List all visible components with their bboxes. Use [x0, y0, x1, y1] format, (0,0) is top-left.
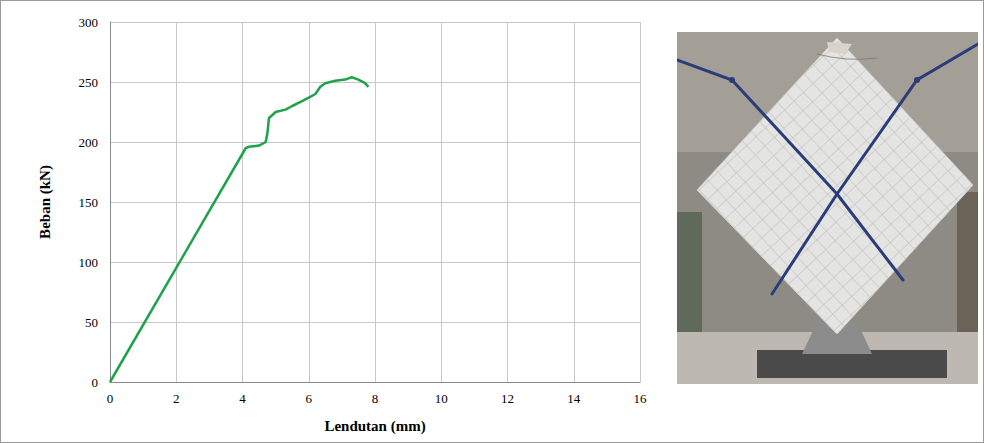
- svg-text:150: 150: [79, 195, 99, 210]
- svg-text:12: 12: [501, 391, 514, 406]
- svg-text:100: 100: [79, 255, 99, 270]
- svg-text:Beban (kN): Beban (kN): [37, 165, 54, 239]
- svg-text:200: 200: [79, 135, 99, 150]
- svg-text:4: 4: [239, 391, 246, 406]
- svg-text:14: 14: [567, 391, 581, 406]
- svg-text:Lendutan (mm): Lendutan (mm): [324, 418, 425, 435]
- svg-text:0: 0: [107, 391, 114, 406]
- svg-text:250: 250: [79, 75, 99, 90]
- svg-text:0: 0: [92, 375, 99, 390]
- svg-text:16: 16: [634, 391, 648, 406]
- svg-text:10: 10: [435, 391, 448, 406]
- svg-text:6: 6: [306, 391, 313, 406]
- svg-text:300: 300: [79, 15, 99, 30]
- svg-text:2: 2: [173, 391, 180, 406]
- svg-text:8: 8: [372, 391, 379, 406]
- svg-text:50: 50: [85, 315, 98, 330]
